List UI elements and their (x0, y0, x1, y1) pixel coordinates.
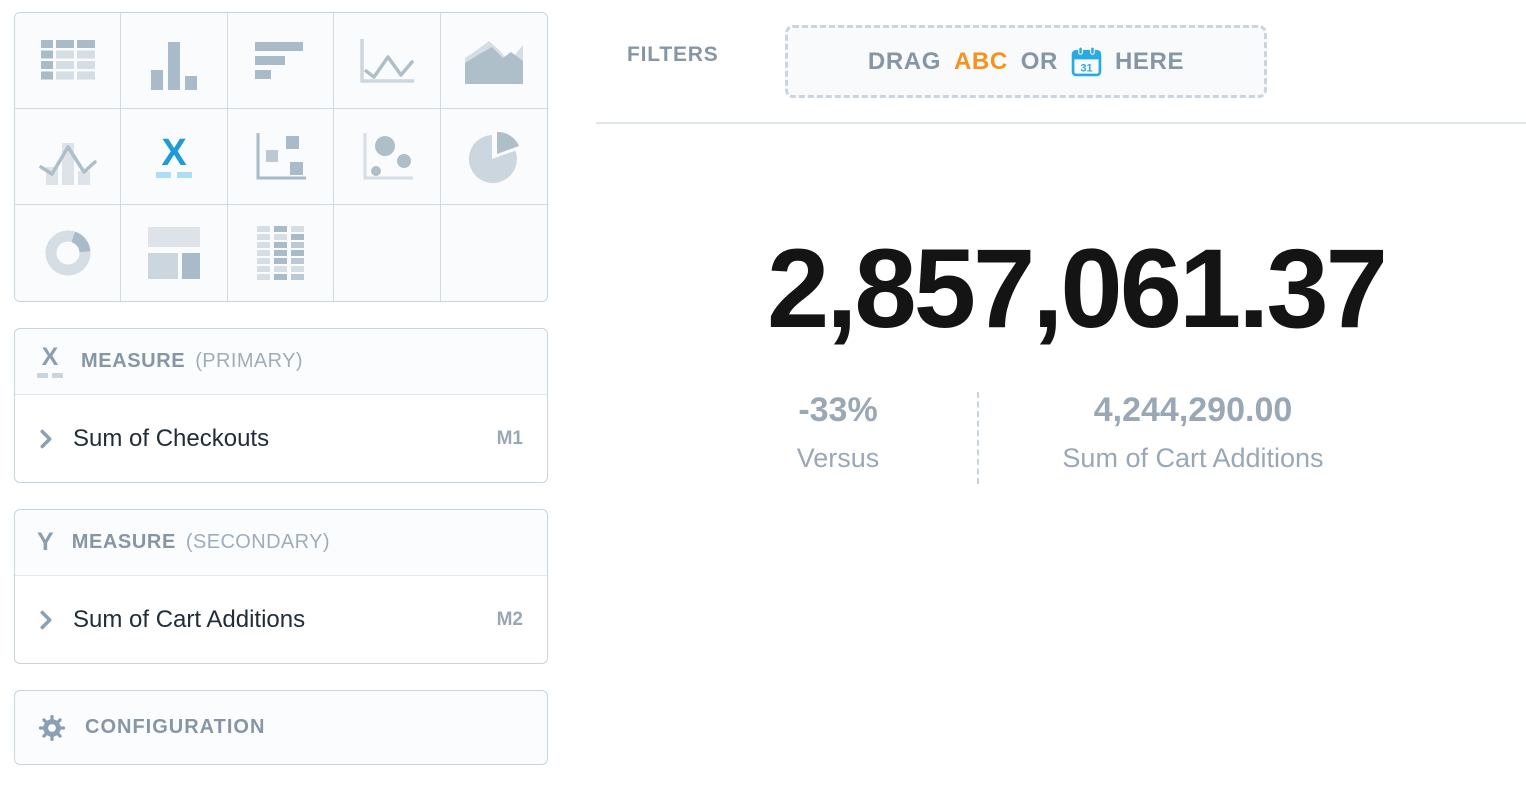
y-axis-icon: Y (37, 528, 54, 556)
filter-dropzone[interactable]: DRAG ABC OR 31 HERE (785, 25, 1267, 98)
bar-chart-icon (151, 41, 198, 90)
area-chart-icon (464, 40, 523, 84)
measure-secondary-title: MEASURE (71, 531, 176, 553)
kpi-number-icon: X (156, 133, 193, 178)
measure-secondary-header: Y MEASURE (SECONDARY) (15, 510, 547, 576)
chart-type-empty-slot (440, 205, 547, 301)
kpi-primary-value: 2,857,061.37 (767, 226, 1388, 351)
chart-type-area[interactable] (440, 13, 547, 109)
table-icon (40, 39, 95, 79)
chart-type-donut[interactable] (15, 205, 122, 301)
measure-secondary-badge: M2 (496, 608, 523, 630)
header-divider (596, 122, 1526, 124)
kpi-comparison: -33% Versus 4,244,290.00 Sum of Cart Add… (580, 391, 1526, 484)
chart-type-picker: X (14, 12, 548, 302)
chart-type-kpi-selected[interactable]: X (121, 109, 228, 205)
sidebar: X (14, 12, 548, 765)
chart-type-empty-slot (334, 205, 441, 301)
chart-type-bar[interactable] (121, 13, 228, 109)
kpi-change-value: -33% (798, 391, 878, 429)
kpi-secondary-block: 4,244,290.00 Sum of Cart Additions (1013, 391, 1373, 484)
measure-secondary-qualifier: (SECONDARY) (185, 531, 330, 553)
kpi-versus-label: Versus (796, 443, 880, 474)
measure-primary-qualifier: (PRIMARY) (195, 350, 303, 372)
chart-type-table[interactable] (15, 13, 122, 109)
chart-type-bubble[interactable] (334, 109, 441, 205)
chart-type-pie[interactable] (440, 109, 547, 205)
pie-chart-icon (468, 131, 519, 183)
kpi-secondary-value: 4,244,290.00 (1093, 391, 1293, 429)
svg-text:31: 31 (1080, 62, 1092, 74)
filters-label: FILTERS (627, 43, 719, 66)
dropzone-here-text: HERE (1114, 47, 1185, 75)
chart-type-horizontal-bar[interactable] (227, 13, 335, 109)
svg-text:X: X (161, 133, 187, 174)
chart-type-scatter[interactable] (227, 109, 335, 205)
measure-primary-header: X MEASURE (PRIMARY) (15, 329, 547, 395)
comparison-divider (977, 392, 979, 484)
chart-type-dashboard-layout[interactable] (121, 205, 228, 301)
dropzone-drag-text: DRAG (867, 47, 941, 75)
gear-icon (38, 714, 66, 741)
bubble-chart-icon (363, 132, 413, 179)
pivot-table-icon (256, 226, 304, 280)
chart-type-combo[interactable] (15, 109, 122, 205)
dropzone-or-text: OR (1020, 47, 1058, 75)
measure-primary-title: MEASURE (81, 350, 186, 372)
abc-attribute-icon: ABC (953, 47, 1008, 75)
configuration-panel[interactable]: CONFIGURATION (14, 690, 548, 765)
x-axis-icon: X (37, 345, 63, 378)
donut-chart-icon (45, 230, 91, 276)
line-chart-icon (360, 38, 414, 83)
chevron-right-icon[interactable] (39, 429, 53, 449)
measure-secondary-field-row[interactable]: Sum of Cart Additions M2 (15, 576, 547, 663)
chart-type-pivot-table[interactable] (227, 205, 335, 301)
measure-secondary-field: Sum of Cart Additions (73, 605, 306, 633)
measure-primary-panel: X MEASURE (PRIMARY) Sum of Checkouts M1 (14, 328, 548, 483)
dashboard-layout-icon (148, 227, 201, 279)
scatter-plot-icon (256, 132, 307, 179)
horizontal-bar-chart-icon (255, 41, 304, 79)
kpi-secondary-label: Sum of Cart Additions (1062, 443, 1324, 474)
measure-primary-field: Sum of Checkouts (73, 424, 270, 452)
calendar-31-icon: 31 (1071, 46, 1102, 77)
chart-type-line[interactable] (334, 13, 441, 109)
main-canvas: FILTERS DRAG ABC OR 31 HERE 2,857,061.37… (580, 0, 1526, 793)
measure-primary-badge: M1 (496, 427, 523, 449)
kpi-change-block: -33% Versus (733, 391, 943, 484)
chevron-right-icon[interactable] (39, 610, 53, 630)
measure-secondary-panel: Y MEASURE (SECONDARY) Sum of Cart Additi… (14, 509, 548, 664)
measure-primary-field-row[interactable]: Sum of Checkouts M1 (15, 395, 547, 482)
combo-chart-icon (38, 142, 97, 185)
configuration-label: CONFIGURATION (85, 716, 266, 738)
